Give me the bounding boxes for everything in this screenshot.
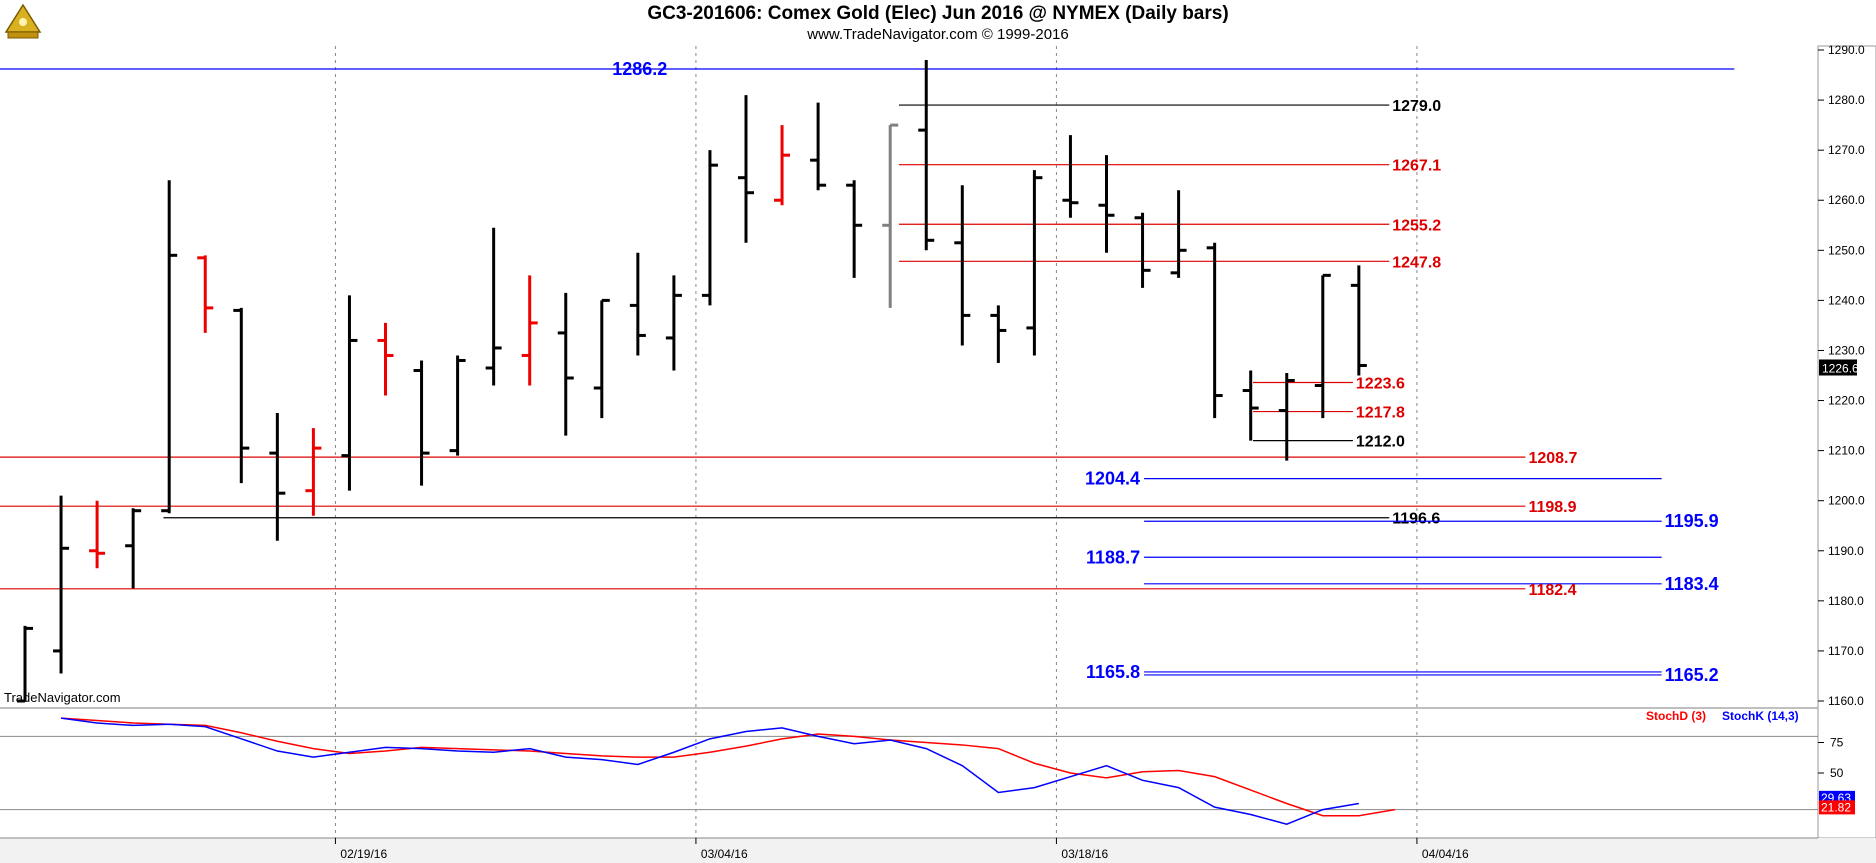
- legend-stochd: StochD (3): [1646, 709, 1706, 723]
- legend-stochk: StochK (14,3): [1722, 709, 1799, 723]
- level-label: 1208.7: [1528, 450, 1577, 467]
- y-tick-label: 1160.0: [1828, 694, 1864, 708]
- x-tick-label: 03/04/16: [701, 847, 748, 861]
- y-tick-label: 1220.0: [1828, 394, 1865, 408]
- y-tick-label: 1290.0: [1828, 43, 1865, 57]
- stoch-series-line: [60, 717, 1359, 826]
- stochd-last-label: 21.82: [1821, 800, 1851, 814]
- last-price-marker: [1819, 359, 1857, 376]
- stochd-last-marker: [1819, 800, 1855, 815]
- chart-header: GC3-201606: Comex Gold (Elec) Jun 2016 @…: [0, 0, 1876, 46]
- y-tick-label: 1240.0: [1828, 293, 1865, 307]
- level-label: 1195.9: [1665, 511, 1719, 531]
- level-label: 1196.6: [1392, 511, 1440, 528]
- x-tick-label: 03/18/16: [1061, 847, 1108, 861]
- chart-title: GC3-201606: Comex Gold (Elec) Jun 2016 @…: [647, 3, 1229, 24]
- stoch-tick-label: 50: [1830, 766, 1844, 780]
- level-label: 1165.2: [1665, 665, 1719, 685]
- y-tick-label: 1210.0: [1828, 444, 1865, 458]
- level-label: 1247.8: [1392, 254, 1441, 271]
- level-label: 1286.2: [612, 59, 667, 79]
- stoch-tick-label: 75: [1830, 736, 1844, 750]
- stoch-series-line: [60, 717, 1396, 817]
- level-label: 1204.4: [1085, 469, 1140, 489]
- x-tick-label: 02/19/16: [340, 847, 387, 861]
- chart-subtitle: www.TradeNavigator.com © 1999-2016: [807, 26, 1069, 43]
- y-tick-label: 1190.0: [1828, 544, 1864, 558]
- y-tick-label: 1250.0: [1828, 243, 1865, 257]
- level-label: 1183.4: [1665, 574, 1719, 594]
- level-label: 1165.8: [1086, 662, 1140, 682]
- level-label: 1217.8: [1356, 405, 1405, 422]
- level-label: 1255.2: [1392, 217, 1441, 234]
- last-price-label: 1226.6: [1822, 361, 1859, 375]
- y-tick-label: 1230.0: [1828, 343, 1865, 357]
- level-label: 1223.6: [1356, 376, 1405, 393]
- level-label: 1267.1: [1392, 158, 1441, 175]
- level-label: 1212.0: [1356, 434, 1405, 451]
- level-label: 1182.4: [1528, 582, 1576, 599]
- x-tick-label: 04/04/16: [1422, 847, 1469, 861]
- y-tick-label: 1280.0: [1828, 93, 1865, 107]
- watermark-label: TradeNavigator.com: [4, 690, 121, 705]
- y-tick-label: 1200.0: [1828, 494, 1865, 508]
- y-tick-label: 1260.0: [1828, 193, 1865, 207]
- level-label: 1198.9: [1528, 499, 1576, 516]
- y-tick-label: 1170.0: [1828, 644, 1864, 658]
- y-tick-label: 1270.0: [1828, 143, 1865, 157]
- date-axis-panel: [0, 838, 1876, 863]
- level-label: 1188.7: [1086, 547, 1140, 567]
- trade-navigator-logo-icon: [4, 3, 42, 39]
- level-label: 1279.0: [1392, 98, 1441, 115]
- price-axis-panel: [1817, 45, 1876, 839]
- y-tick-label: 1180.0: [1828, 594, 1864, 608]
